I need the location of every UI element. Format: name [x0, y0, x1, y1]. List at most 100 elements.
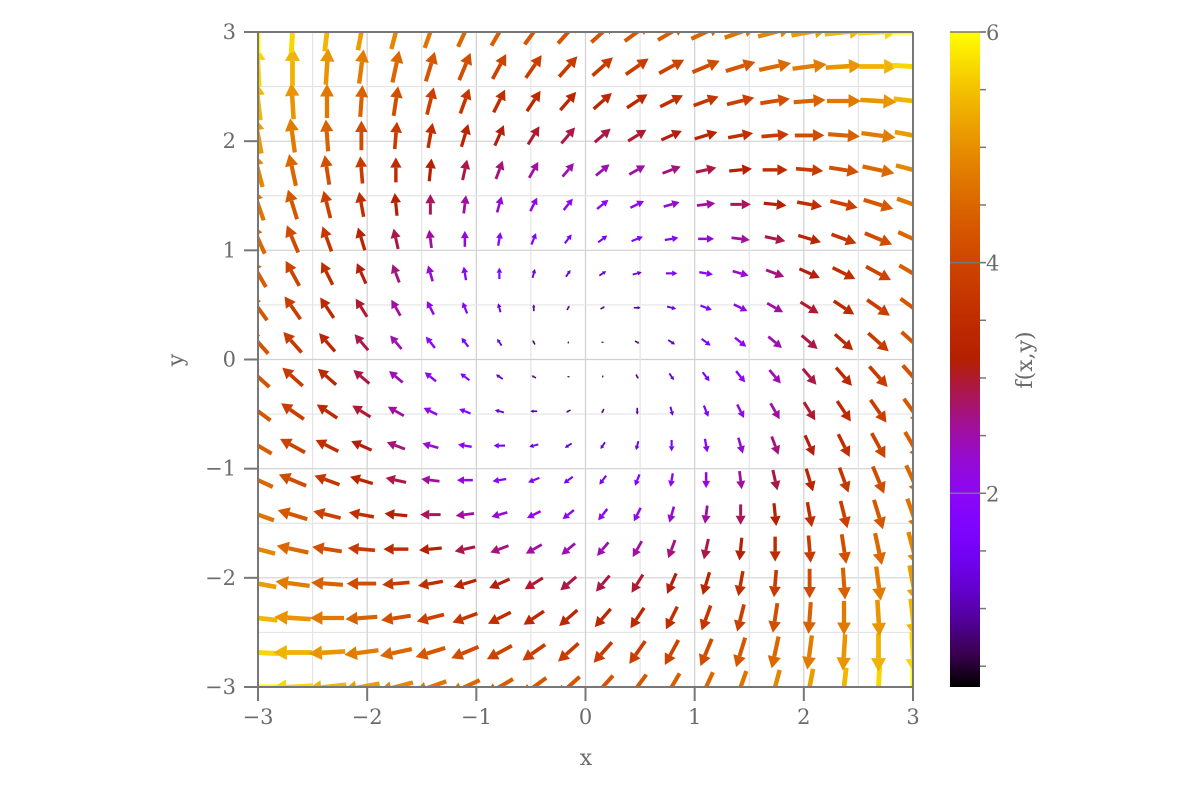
arrow-shaft [600, 574, 611, 586]
arrow-head [803, 551, 816, 563]
arrow [529, 197, 538, 212]
arrow-head [456, 476, 465, 485]
arrow [765, 268, 785, 279]
arrow [834, 366, 852, 386]
arrow [794, 129, 825, 142]
arrow [634, 440, 640, 451]
arrow-shaft [732, 269, 742, 275]
arrow-head [417, 578, 430, 590]
arrow-shaft [700, 304, 708, 309]
arrow [698, 234, 715, 243]
arrow-shaft [806, 635, 815, 658]
arrow [735, 504, 746, 525]
arrow-shaft [669, 605, 679, 621]
arrow [347, 680, 380, 687]
arrow-shaft [492, 98, 502, 114]
arrow [285, 153, 299, 187]
arrow-shaft [566, 307, 570, 311]
arrow-shaft [636, 474, 641, 482]
arrow [798, 267, 820, 279]
arrow-head [382, 577, 394, 590]
arrow-head [633, 513, 641, 522]
arrow [314, 473, 341, 487]
arrow-shaft [669, 539, 677, 551]
arrow [390, 335, 403, 350]
arrow [273, 644, 312, 661]
arrow-head [802, 621, 816, 634]
arrow-shaft [460, 678, 481, 687]
arrow [700, 337, 711, 346]
arrow-shaft [390, 62, 399, 83]
arrow [489, 32, 502, 47]
arrow [285, 225, 300, 254]
arrow-head [258, 264, 262, 269]
arrow [597, 235, 608, 244]
arrow [258, 546, 276, 556]
arrow-head [425, 16, 438, 30]
arrow-shaft [690, 32, 711, 41]
arrow-shaft [428, 306, 435, 316]
arrow-shaft [907, 565, 913, 590]
arrow [758, 59, 792, 73]
arrow [735, 537, 746, 561]
arrow [634, 340, 640, 344]
arrow-shaft [691, 63, 711, 74]
arrow-head [273, 644, 287, 661]
arrow-head [634, 479, 640, 486]
y-tick-label: 3 [223, 20, 236, 44]
colorbar-gradient [950, 32, 980, 687]
arrow-head [320, 226, 332, 239]
arrow [562, 509, 575, 520]
arrow [526, 510, 542, 519]
arrow-shaft [532, 476, 540, 482]
arrow-shaft [864, 231, 883, 242]
arrow-shaft [867, 331, 882, 346]
arrow-shaft [870, 432, 882, 450]
arrow-head [600, 57, 613, 70]
arrow-shaft [765, 268, 777, 276]
arrow-shaft [422, 32, 433, 49]
arrow-head [385, 474, 396, 485]
arrow-head [736, 445, 745, 454]
arrow [660, 129, 682, 142]
arrow-head [595, 581, 606, 592]
arrow [700, 538, 711, 560]
arrow-shaft [829, 199, 848, 207]
arrow [423, 407, 438, 416]
arrow-shaft [394, 478, 407, 484]
arrow [285, 118, 299, 153]
arrow [735, 370, 746, 383]
arrow-shaft [757, 32, 781, 39]
arrow [694, 129, 718, 141]
arrow-shaft [530, 237, 535, 245]
arrow-head [699, 618, 711, 631]
arrow-shaft [565, 272, 570, 278]
arrow-shaft [460, 645, 480, 656]
arrow [760, 94, 790, 107]
arrow [596, 199, 609, 210]
arrow-head [320, 119, 334, 132]
arrow-shaft [663, 202, 673, 208]
arrow [383, 543, 409, 555]
arrow [494, 408, 505, 414]
arrow-shaft [791, 32, 816, 38]
arrow [490, 544, 509, 554]
arrow-shaft [532, 341, 536, 345]
arrow [663, 200, 680, 209]
arrow [382, 577, 410, 590]
arrow [390, 228, 401, 250]
arrow [658, 59, 685, 75]
arrow [767, 335, 782, 348]
arrow [532, 304, 536, 312]
arrow [283, 332, 303, 354]
arrow-head [285, 189, 298, 203]
arrow-shaft [427, 168, 433, 182]
arrow-head [813, 94, 826, 108]
arrow-shaft [737, 637, 748, 657]
arrow-shaft [498, 307, 502, 313]
arrow [769, 503, 781, 527]
arrow [288, 32, 295, 53]
arrow-head [870, 693, 886, 708]
arrow-shaft [457, 62, 468, 81]
arrow [492, 89, 506, 114]
